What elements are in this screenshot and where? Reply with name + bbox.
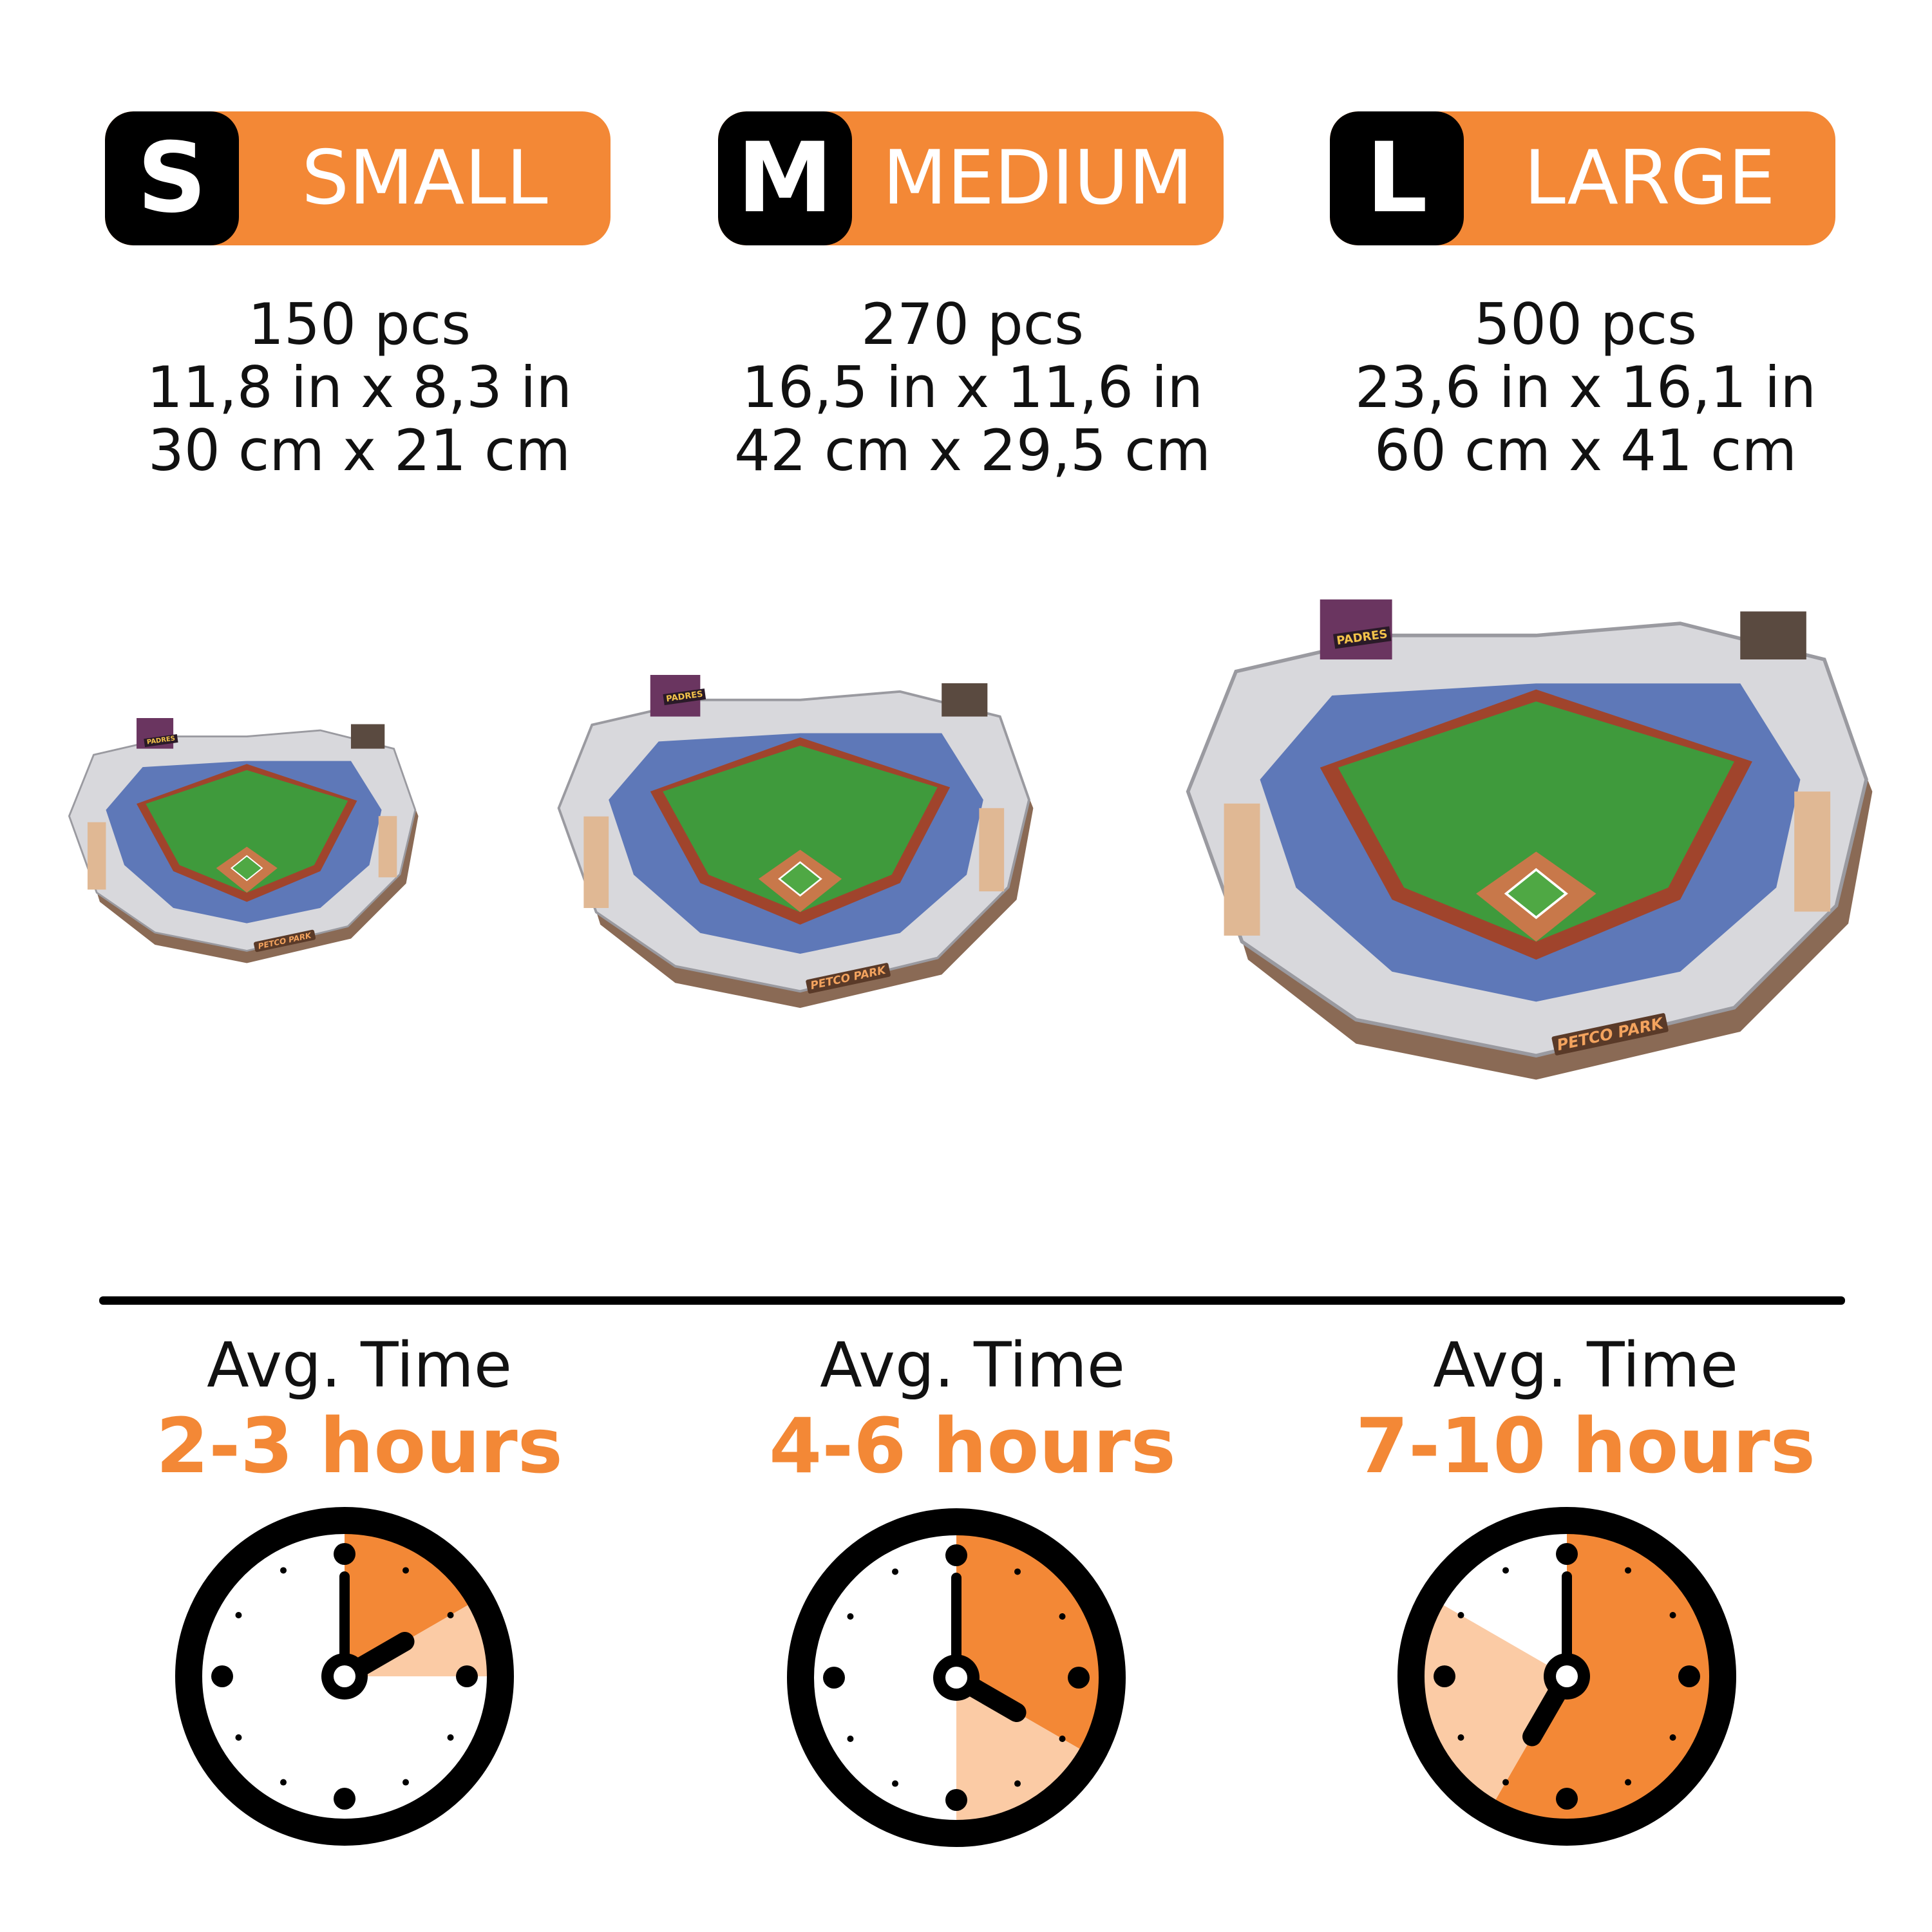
stadium-puzzle-small bbox=[68, 718, 420, 964]
size-name: SMALL bbox=[301, 135, 548, 222]
hour-marker bbox=[280, 1779, 287, 1786]
time-range-sector bbox=[956, 1678, 1081, 1821]
avg-time-medium: Avg. Time 4-6 hours bbox=[683, 1327, 1262, 1488]
dimensions-inches: 23,6 in x 16,1 in bbox=[1354, 354, 1817, 421]
hour-marker bbox=[235, 1612, 242, 1618]
size-letter: M bbox=[718, 111, 852, 245]
hour-marker bbox=[892, 1780, 898, 1787]
hour-marker bbox=[1014, 1568, 1021, 1575]
size-badge-medium: M MEDIUM bbox=[718, 111, 1224, 245]
hour-marker bbox=[280, 1567, 287, 1574]
hour-marker bbox=[1059, 1613, 1066, 1620]
hour-marker bbox=[1457, 1734, 1464, 1741]
hour-marker bbox=[334, 1788, 355, 1810]
hour-marker bbox=[1669, 1734, 1676, 1741]
clock-rim bbox=[787, 1508, 1126, 1847]
hour-marker bbox=[402, 1779, 409, 1786]
clock-icon-small bbox=[175, 1507, 514, 1846]
dimensions-inches: 16,5 in x 11,6 in bbox=[741, 354, 1204, 421]
avg-time-hours: 7-10 hours bbox=[1356, 1401, 1815, 1490]
hour-marker bbox=[1059, 1736, 1066, 1742]
hour-marker bbox=[1556, 1788, 1578, 1810]
hour-marker bbox=[235, 1734, 242, 1741]
specs-large: 500 pcs 23,6 in x 16,1 in 60 cm x 41 cm bbox=[1296, 293, 1875, 482]
hour-marker bbox=[1014, 1780, 1021, 1787]
hour-marker bbox=[456, 1665, 478, 1687]
time-min-sector bbox=[1495, 1533, 1710, 1819]
hour-marker bbox=[892, 1568, 898, 1575]
avg-time-hours: 2-3 hours bbox=[156, 1401, 563, 1490]
hour-marker bbox=[847, 1736, 854, 1742]
time-min-sector bbox=[345, 1533, 469, 1676]
hub-center bbox=[1556, 1665, 1578, 1687]
hub-center bbox=[334, 1665, 355, 1687]
avg-time-hours: 4-6 hours bbox=[769, 1401, 1176, 1490]
hour-marker bbox=[334, 1543, 355, 1565]
size-name: LARGE bbox=[1524, 135, 1776, 222]
dimensions-inches: 11,8 in x 8,3 in bbox=[146, 354, 573, 421]
hub-center bbox=[945, 1667, 967, 1689]
hour-marker bbox=[1556, 1543, 1578, 1565]
piece-count: 270 pcs bbox=[860, 291, 1084, 357]
specs-small: 150 pcs 11,8 in x 8,3 in 30 cm x 21 cm bbox=[70, 293, 649, 482]
piece-count: 150 pcs bbox=[247, 291, 471, 357]
specs-medium: 270 pcs 16,5 in x 11,6 in 42 cm x 29,5 c… bbox=[683, 293, 1262, 482]
hour-marker bbox=[847, 1613, 854, 1620]
clock-rim bbox=[1397, 1507, 1736, 1846]
hour-marker bbox=[1434, 1665, 1455, 1687]
hour-marker bbox=[1068, 1667, 1090, 1689]
avg-time-label: Avg. Time bbox=[820, 1329, 1125, 1401]
size-letter: L bbox=[1330, 111, 1464, 245]
hour-marker bbox=[1457, 1612, 1464, 1618]
dimensions-cm: 42 cm x 29,5 cm bbox=[734, 417, 1211, 484]
avg-time-label: Avg. Time bbox=[207, 1329, 512, 1401]
size-badge-large: L LARGE bbox=[1330, 111, 1835, 245]
clock-rim bbox=[175, 1507, 514, 1846]
hour-marker bbox=[211, 1665, 233, 1687]
hour-marker bbox=[823, 1667, 845, 1689]
hour-marker bbox=[1502, 1779, 1509, 1786]
avg-time-large: Avg. Time 7-10 hours bbox=[1296, 1327, 1875, 1488]
piece-count: 500 pcs bbox=[1473, 291, 1698, 357]
clock-icon-medium bbox=[787, 1508, 1126, 1847]
avg-time-label: Avg. Time bbox=[1433, 1329, 1738, 1401]
avg-time-small: Avg. Time 2-3 hours bbox=[70, 1327, 649, 1488]
stadium-puzzle-medium bbox=[557, 675, 1035, 1010]
stadium-puzzle-large bbox=[1176, 594, 1884, 1097]
hour-marker bbox=[1678, 1665, 1700, 1687]
hour-marker bbox=[1502, 1567, 1509, 1574]
size-name: MEDIUM bbox=[882, 135, 1193, 222]
hour-marker bbox=[402, 1567, 409, 1574]
size-letter: S bbox=[105, 111, 239, 245]
hour-marker bbox=[447, 1734, 454, 1741]
hour-marker bbox=[945, 1789, 967, 1811]
hour-marker bbox=[945, 1544, 967, 1566]
hour-marker bbox=[1625, 1779, 1631, 1786]
size-badge-small: S SMALL bbox=[105, 111, 611, 245]
dimensions-cm: 60 cm x 41 cm bbox=[1374, 417, 1797, 484]
divider bbox=[99, 1296, 1845, 1305]
dimensions-cm: 30 cm x 21 cm bbox=[147, 417, 571, 484]
hour-marker bbox=[1669, 1612, 1676, 1618]
time-range-sector bbox=[1424, 1605, 1567, 1801]
clock-icon-large bbox=[1397, 1507, 1736, 1846]
hour-marker bbox=[1625, 1567, 1631, 1574]
hour-marker bbox=[447, 1612, 454, 1618]
